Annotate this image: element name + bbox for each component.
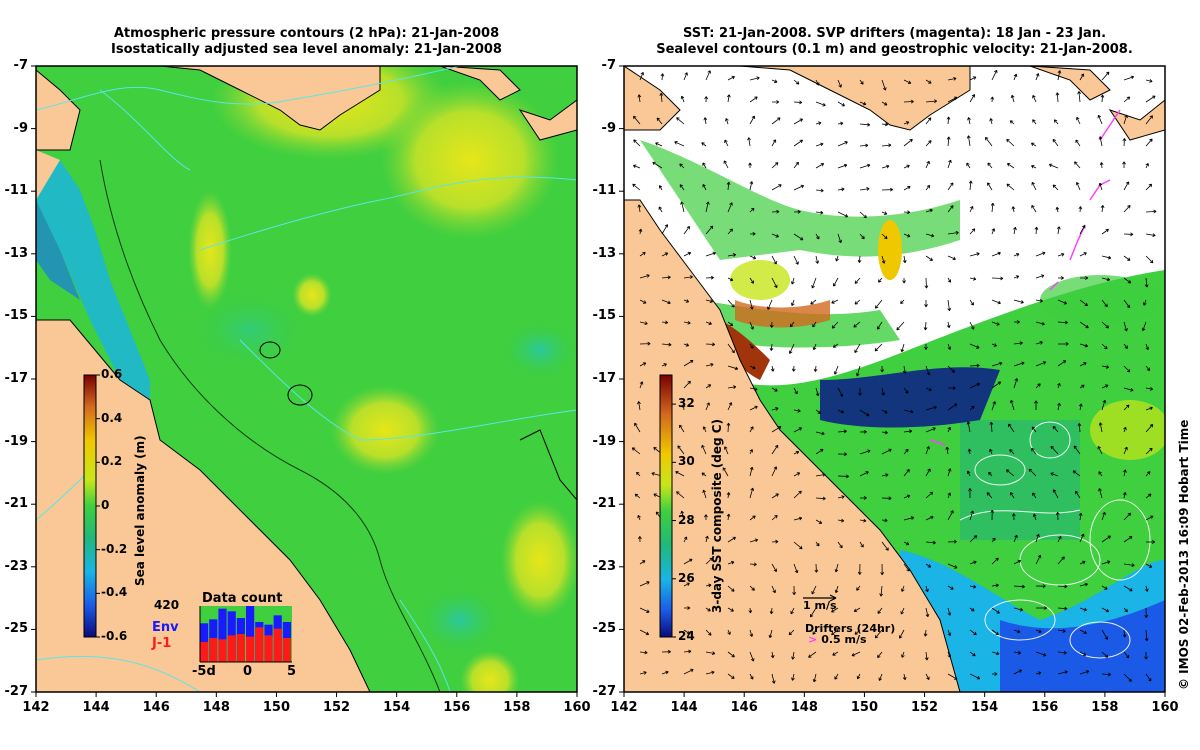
left-map [36, 66, 577, 692]
imos-credit: © IMOS 02-Feb-2013 16:09 Hobart Time [1177, 419, 1191, 690]
right-ytick--15: -15 [592, 308, 617, 324]
left-ytick--13: -13 [4, 245, 29, 261]
velocity-vectors [631, 69, 1157, 684]
right-colorbar-tick-28: 28 [678, 512, 695, 527]
left-colorbar-tick-0.6: 0.6 [101, 367, 123, 381]
right-xtick-142: 142 [610, 700, 638, 715]
right-title-line1: SST: 21-Jan-2008. SVP drifters (magenta)… [682, 26, 1107, 41]
right-xtick-144: 144 [670, 700, 698, 715]
right-colorbar-tick-26: 26 [678, 570, 695, 585]
left-title-line2: Isostatically adjusted sea level anomaly… [111, 42, 502, 57]
right-colorbar-tick-24: 24 [678, 629, 695, 643]
j1-count-bar [273, 628, 282, 662]
right-ytick--25: -25 [592, 621, 617, 637]
j1-count-bar [200, 642, 209, 662]
inset-j1-label: J-1 [152, 636, 172, 651]
left-xtick-144: 144 [82, 700, 110, 715]
right-ytick--23: -23 [592, 558, 617, 574]
right-ytick--27: -27 [592, 684, 617, 699]
left-colorbar-tick--0.4: -0.4 [101, 585, 128, 600]
j1-count-bar [227, 635, 236, 662]
right-title-line2: Sealevel contours (0.1 m) and geostrophi… [656, 42, 1133, 57]
right-ytick--17: -17 [592, 371, 617, 386]
right-ytick--7: -7 [601, 58, 616, 73]
drifters-label: Drifters (24hr) [805, 622, 896, 635]
left-ytick--11: -11 [4, 183, 29, 199]
j1-count-bar [282, 638, 291, 662]
right-colorbar-label: 3-day SST composite (deg C) [710, 418, 724, 613]
inset-xtick-zero: 0 [243, 664, 253, 679]
left-xtick-148: 148 [202, 700, 230, 715]
data-count-histogram [199, 606, 292, 663]
right-xtick-150: 150 [850, 700, 878, 715]
j1-count-bar [236, 634, 245, 662]
left-colorbar-tick-0.4: 0.4 [101, 410, 123, 425]
left-xtick-154: 154 [383, 700, 411, 715]
j1-count-bar [218, 639, 227, 662]
right-ytick--21: -21 [592, 496, 617, 512]
left-ytick--27: -27 [4, 684, 29, 699]
left-ytick--19: -19 [4, 433, 29, 449]
right-xtick-152: 152 [910, 700, 939, 715]
inset-xtick-end: 5 [287, 664, 297, 679]
env-count-bar [218, 608, 227, 662]
left-xtick-152: 152 [322, 700, 351, 715]
right-xtick-146: 146 [730, 700, 758, 715]
inset-xtick-start: -5d [192, 664, 216, 679]
left-xtick-146: 146 [142, 700, 170, 715]
right-ytick--11: -11 [592, 183, 617, 199]
left-ytick--21: -21 [4, 496, 29, 512]
j1-count-bar [255, 627, 264, 662]
right-ytick--9: -9 [601, 120, 616, 136]
right-xtick-154: 154 [971, 700, 999, 715]
right-xtick-156: 156 [1031, 700, 1059, 715]
left-xtick-150: 150 [262, 700, 290, 715]
left-colorbar-tick--0.2: -0.2 [101, 541, 128, 556]
drifter-speed-text: 0.5 m/s [821, 633, 867, 646]
left-xtick-156: 156 [443, 700, 471, 715]
left-ytick--17: -17 [4, 371, 29, 386]
j1-count-bar [246, 636, 255, 662]
left-ytick--7: -7 [13, 58, 28, 73]
left-ytick--9: -9 [13, 120, 28, 136]
right-ytick--19: -19 [592, 433, 617, 449]
j1-count-bar [209, 638, 218, 662]
right-colorbar-tick-32: 32 [678, 396, 695, 411]
left-xtick-142: 142 [22, 700, 50, 715]
right-xtick-148: 148 [790, 700, 818, 715]
inset-title: Data count [202, 591, 283, 606]
inset-max-label: 420 [154, 598, 180, 612]
env-count-bar [246, 606, 255, 662]
left-ytick--23: -23 [4, 558, 29, 574]
left-ytick--15: -15 [4, 308, 29, 324]
left-ytick--25: -25 [4, 621, 29, 637]
right-ytick--13: -13 [592, 245, 617, 261]
left-colorbar-tick-0: 0 [101, 498, 110, 512]
right-xtick-158: 158 [1091, 700, 1119, 715]
j1-count-bar [264, 635, 273, 662]
left-colorbar [83, 374, 97, 638]
left-colorbar-tick-0.2: 0.2 [101, 454, 123, 469]
inset-env-label: Env [152, 620, 179, 635]
velocity-scale-label: 1 m/s [803, 599, 837, 612]
right-map [624, 66, 1165, 692]
left-colorbar-tick--0.6: -0.6 [101, 629, 128, 643]
left-title-line1: Atmospheric pressure contours (2 hPa): 2… [113, 26, 500, 41]
right-colorbar [659, 374, 673, 638]
right-xtick-160: 160 [1151, 700, 1179, 715]
left-xtick-158: 158 [503, 700, 531, 715]
left-colorbar-label: Sea level anomaly (m) [133, 435, 147, 586]
drifter-speed-label: >0.5 m/s [808, 633, 867, 646]
drifter-marker-icon: > [808, 633, 818, 646]
left-xtick-160: 160 [563, 700, 591, 715]
right-colorbar-tick-30: 30 [678, 454, 695, 469]
